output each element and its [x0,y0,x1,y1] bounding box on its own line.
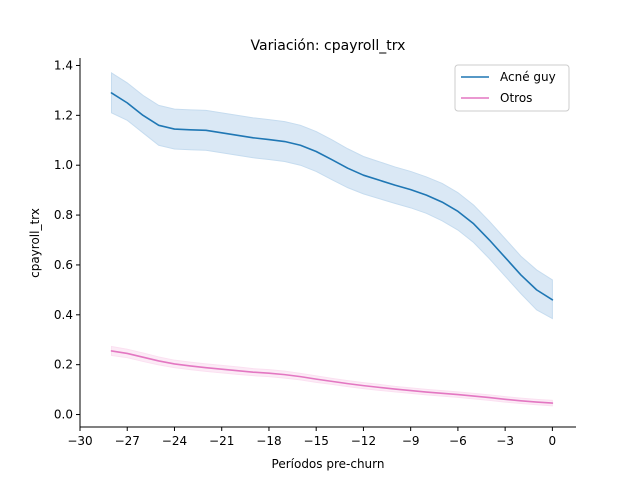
x-tick-label: −27 [115,434,140,448]
x-tick-label: −30 [67,434,92,448]
y-tick-label: 1.2 [54,108,73,122]
chart-title: Variación: cpayroll_trx [251,38,406,54]
x-tick-label: −24 [162,434,187,448]
x-tick-label: −18 [256,434,281,448]
legend: Acné guy Otros [454,64,570,112]
x-ticks: −30 −27 −24 −21 −18 −15 −12 −9 −6 −3 0 [67,427,556,448]
legend-label: Otros [500,91,532,105]
x-tick-label: −9 [402,434,420,448]
x-tick-label: −3 [496,434,514,448]
y-tick-label: 0.0 [54,408,73,422]
series-line-0 [110,92,554,301]
confidence-band-1 [110,345,553,407]
x-tick-label: 0 [549,434,557,448]
x-tick-label: −12 [351,434,376,448]
y-tick-label: 0.4 [54,308,73,322]
y-axis-title: cpayroll_trx [28,208,42,278]
x-tick-label: −21 [209,434,234,448]
y-tick-label: 0.8 [54,208,73,222]
confidence-band-0 [110,72,553,320]
x-tick-label: −15 [304,434,329,448]
series-lines [110,92,554,404]
axes [79,58,576,428]
series-line-1 [110,350,554,404]
y-tick-label: 1.0 [54,158,73,172]
y-tick-label: 1.4 [54,58,73,72]
x-axis-title: Períodos pre-churn [272,457,385,471]
y-tick-label: 0.2 [54,358,73,372]
y-ticks: 0.0 0.2 0.4 0.6 0.8 1.0 1.2 1.4 [54,58,80,422]
confidence-bands [110,72,553,407]
x-tick-label: −6 [449,434,467,448]
legend-label: Acné guy [500,70,556,84]
y-tick-label: 0.6 [54,258,73,272]
